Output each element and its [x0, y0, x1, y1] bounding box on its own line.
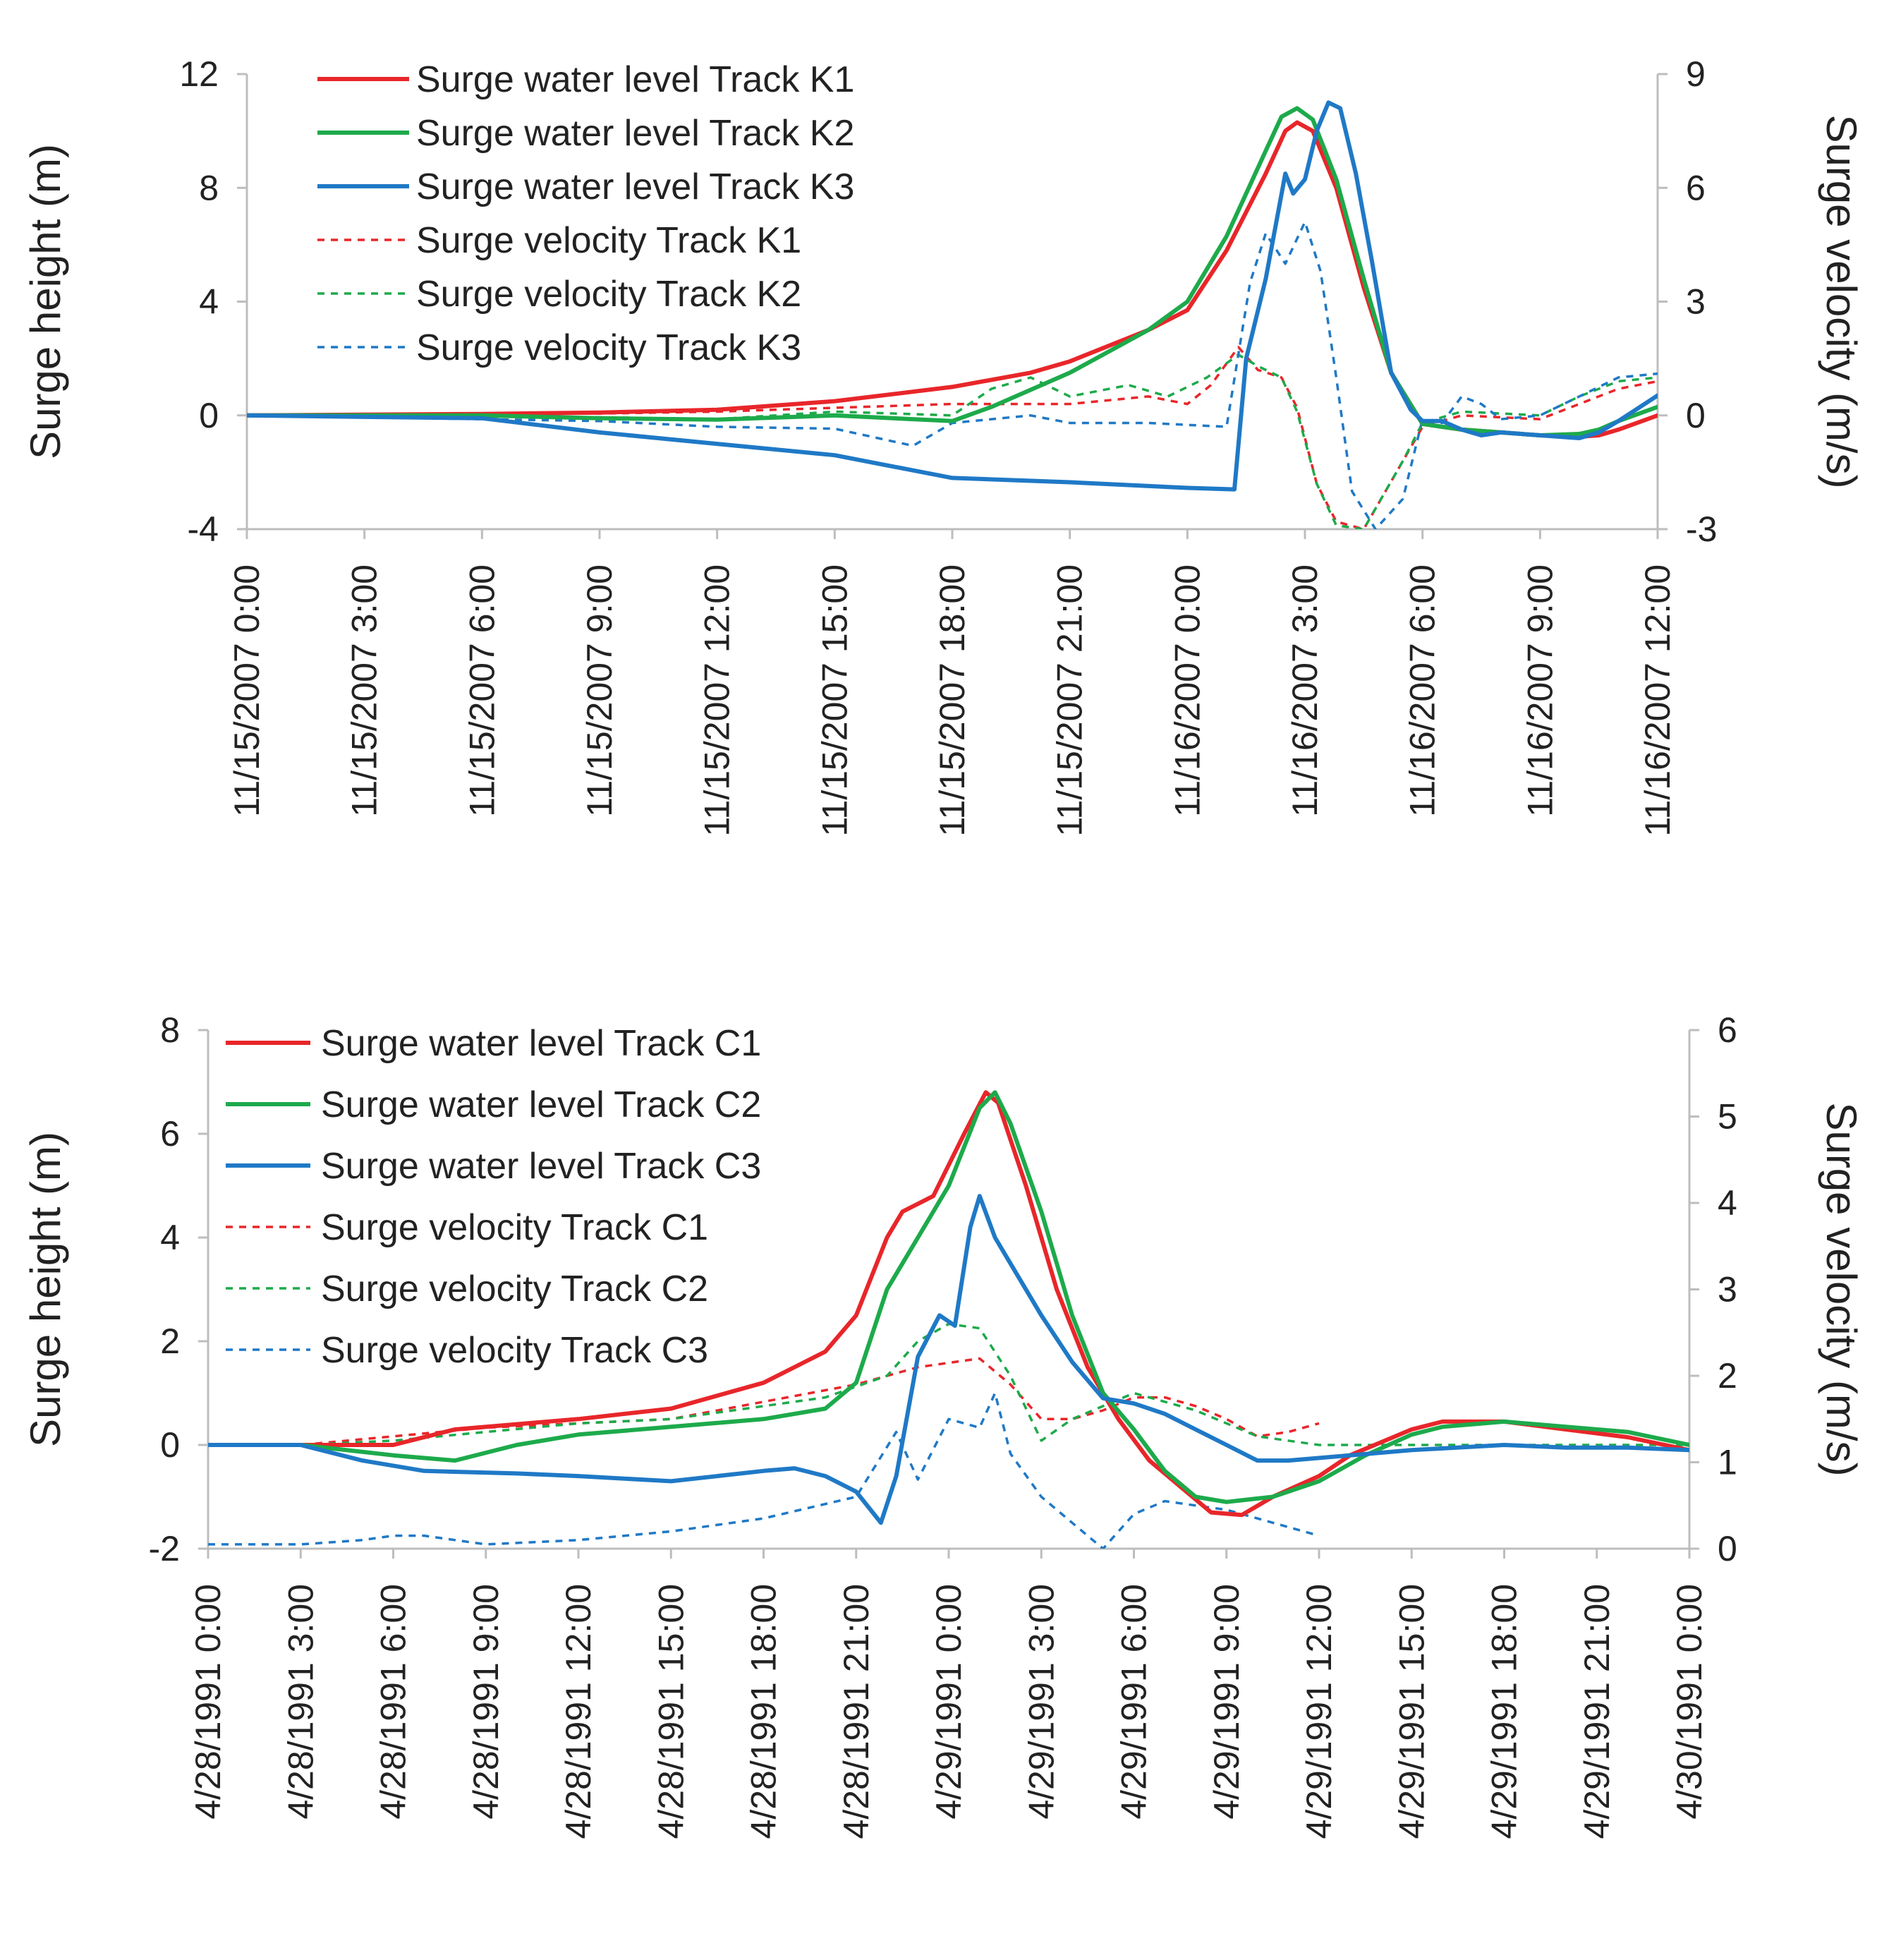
chart-top: -4 0 4 8 12 -3 0 3 6 9 11/15/2007 0:00 11/15/2007 3…: [22, 54, 1865, 837]
series-line-surge-water-level-track-c2: [208, 1090, 1689, 1504]
legend-label: Surge velocity Track K3: [416, 327, 801, 368]
y-tick-label: 6: [160, 1114, 180, 1154]
y2-tick-label: 5: [1718, 1097, 1737, 1137]
series-line-surge-velocity-track-c1: [208, 1357, 1320, 1446]
series-line-surge-velocity-track-k2: [247, 353, 1658, 529]
x-tick-label: 11/15/2007 15:00: [815, 564, 854, 837]
y2-tick-label: 1: [1718, 1443, 1737, 1482]
x-tick-label: 11/15/2007 9:00: [580, 564, 619, 817]
y2-tick-label: 3: [1686, 282, 1706, 322]
y-tick-label: 0: [160, 1425, 180, 1465]
legend-label: Surge velocity Track C3: [321, 1330, 708, 1371]
y-tick-label: 0: [199, 396, 219, 435]
x-tick-label: 11/15/2007 6:00: [462, 564, 502, 817]
x-tick-label: 11/16/2007 12:00: [1638, 564, 1677, 837]
series-line-surge-velocity-track-c2: [208, 1322, 1689, 1446]
y2-axis-title: Surge velocity (m/s): [1818, 114, 1865, 488]
x-tick-label: 4/28/1991 6:00: [374, 1584, 413, 1820]
x-tick-label: 4/28/1991 3:00: [281, 1584, 320, 1820]
x-tick-label: 4/28/1991 12:00: [559, 1584, 598, 1839]
x-tick-label: 11/15/2007 12:00: [698, 564, 737, 837]
series-line-surge-water-level-track-c3: [208, 1194, 1689, 1525]
series-line-surge-velocity-track-k3: [247, 220, 1658, 529]
x-tick-label: 11/15/2007 3:00: [345, 564, 384, 817]
y-tick-label: 2: [160, 1321, 180, 1361]
x-tick-label: 4/28/1991 21:00: [837, 1584, 876, 1839]
y2-tick-label: 3: [1718, 1270, 1737, 1309]
legend-label: Surge velocity Track K2: [416, 274, 801, 315]
y2-tick-label: 0: [1718, 1529, 1737, 1568]
y-tick-label: 8: [160, 1010, 180, 1050]
legend-label: Surge water level Track K2: [416, 113, 854, 154]
x-tick-label: 11/16/2007 6:00: [1403, 564, 1442, 817]
legend-label: Surge water level Track K1: [416, 59, 854, 100]
x-tick-label: 4/30/1991 0:00: [1670, 1584, 1709, 1820]
x-tick-label: 4/28/1991 0:00: [188, 1584, 228, 1820]
y2-axis-title: Surge velocity (m/s): [1818, 1102, 1865, 1476]
legend-label: Surge water level Track C3: [321, 1146, 761, 1187]
legend: Surge water level Track C1 Surge water le…: [226, 1023, 761, 1371]
legend-label: Surge velocity Track K1: [416, 220, 801, 261]
x-tick-label: 11/16/2007 0:00: [1167, 564, 1207, 817]
x-tick-label: 4/28/1991 9:00: [466, 1584, 506, 1820]
y2-tick-label: 9: [1686, 54, 1706, 94]
y2-tick-label: 0: [1686, 396, 1706, 435]
x-tick-label: 4/29/1991 12:00: [1299, 1584, 1339, 1839]
y2-tick-label: 6: [1718, 1010, 1737, 1050]
x-tick-label: 4/29/1991 21:00: [1577, 1584, 1617, 1839]
x-tick-label: 11/16/2007 3:00: [1285, 564, 1325, 817]
legend: Surge water level Track K1 Surge water le…: [317, 59, 854, 368]
y-tick-label: -2: [149, 1529, 180, 1568]
x-tick-label: 11/16/2007 9:00: [1520, 564, 1560, 817]
y-tick-label: 4: [160, 1218, 180, 1257]
legend-label: Surge water level Track C2: [321, 1084, 761, 1125]
y-tick-label: 8: [199, 168, 219, 207]
x-tick-label: 11/15/2007 18:00: [933, 564, 972, 837]
chart-bottom: -2 0 2 4 6 8 0 1 2 3 4 5 6 4/28/1991 0:00 4/28/1991 3:…: [22, 1010, 1865, 1839]
y-tick-label: 12: [179, 54, 219, 94]
y2-tick-label: -3: [1686, 509, 1717, 549]
legend-label: Surge velocity Track C2: [321, 1269, 708, 1309]
legend-label: Surge water level Track C1: [321, 1023, 761, 1064]
x-tick-label: 4/28/1991 15:00: [651, 1584, 691, 1839]
series-line-surge-velocity-track-c3: [208, 1391, 1320, 1549]
x-tick-label: 4/28/1991 18:00: [744, 1584, 784, 1839]
legend-label: Surge water level Track K3: [416, 167, 854, 207]
x-tick-label: 4/29/1991 15:00: [1392, 1584, 1431, 1839]
series-line-surge-velocity-track-k1: [247, 346, 1658, 529]
y2-tick-label: 6: [1686, 168, 1706, 207]
x-tick-label: 4/29/1991 18:00: [1485, 1584, 1524, 1839]
legend-label: Surge velocity Track C1: [321, 1207, 708, 1248]
x-tick-label: 4/29/1991 9:00: [1207, 1584, 1246, 1820]
y2-tick-label: 4: [1718, 1183, 1737, 1223]
series-line-surge-water-level-track-k3: [247, 100, 1658, 492]
y-axis-title: Surge height (m): [22, 144, 69, 459]
x-tick-label: 4/29/1991 3:00: [1021, 1584, 1061, 1820]
x-tick-label: 11/15/2007 21:00: [1050, 564, 1090, 837]
y-tick-label: -4: [188, 509, 219, 549]
x-tick-label: 4/29/1991 0:00: [929, 1584, 968, 1820]
x-tick-label: 4/29/1991 6:00: [1114, 1584, 1154, 1820]
series-line-surge-water-level-track-c1: [208, 1090, 1689, 1518]
x-tick-label: 11/15/2007 0:00: [227, 564, 267, 817]
y2-tick-label: 2: [1718, 1356, 1737, 1396]
y-tick-label: 4: [199, 282, 219, 322]
y-axis-title: Surge height (m): [22, 1132, 69, 1447]
